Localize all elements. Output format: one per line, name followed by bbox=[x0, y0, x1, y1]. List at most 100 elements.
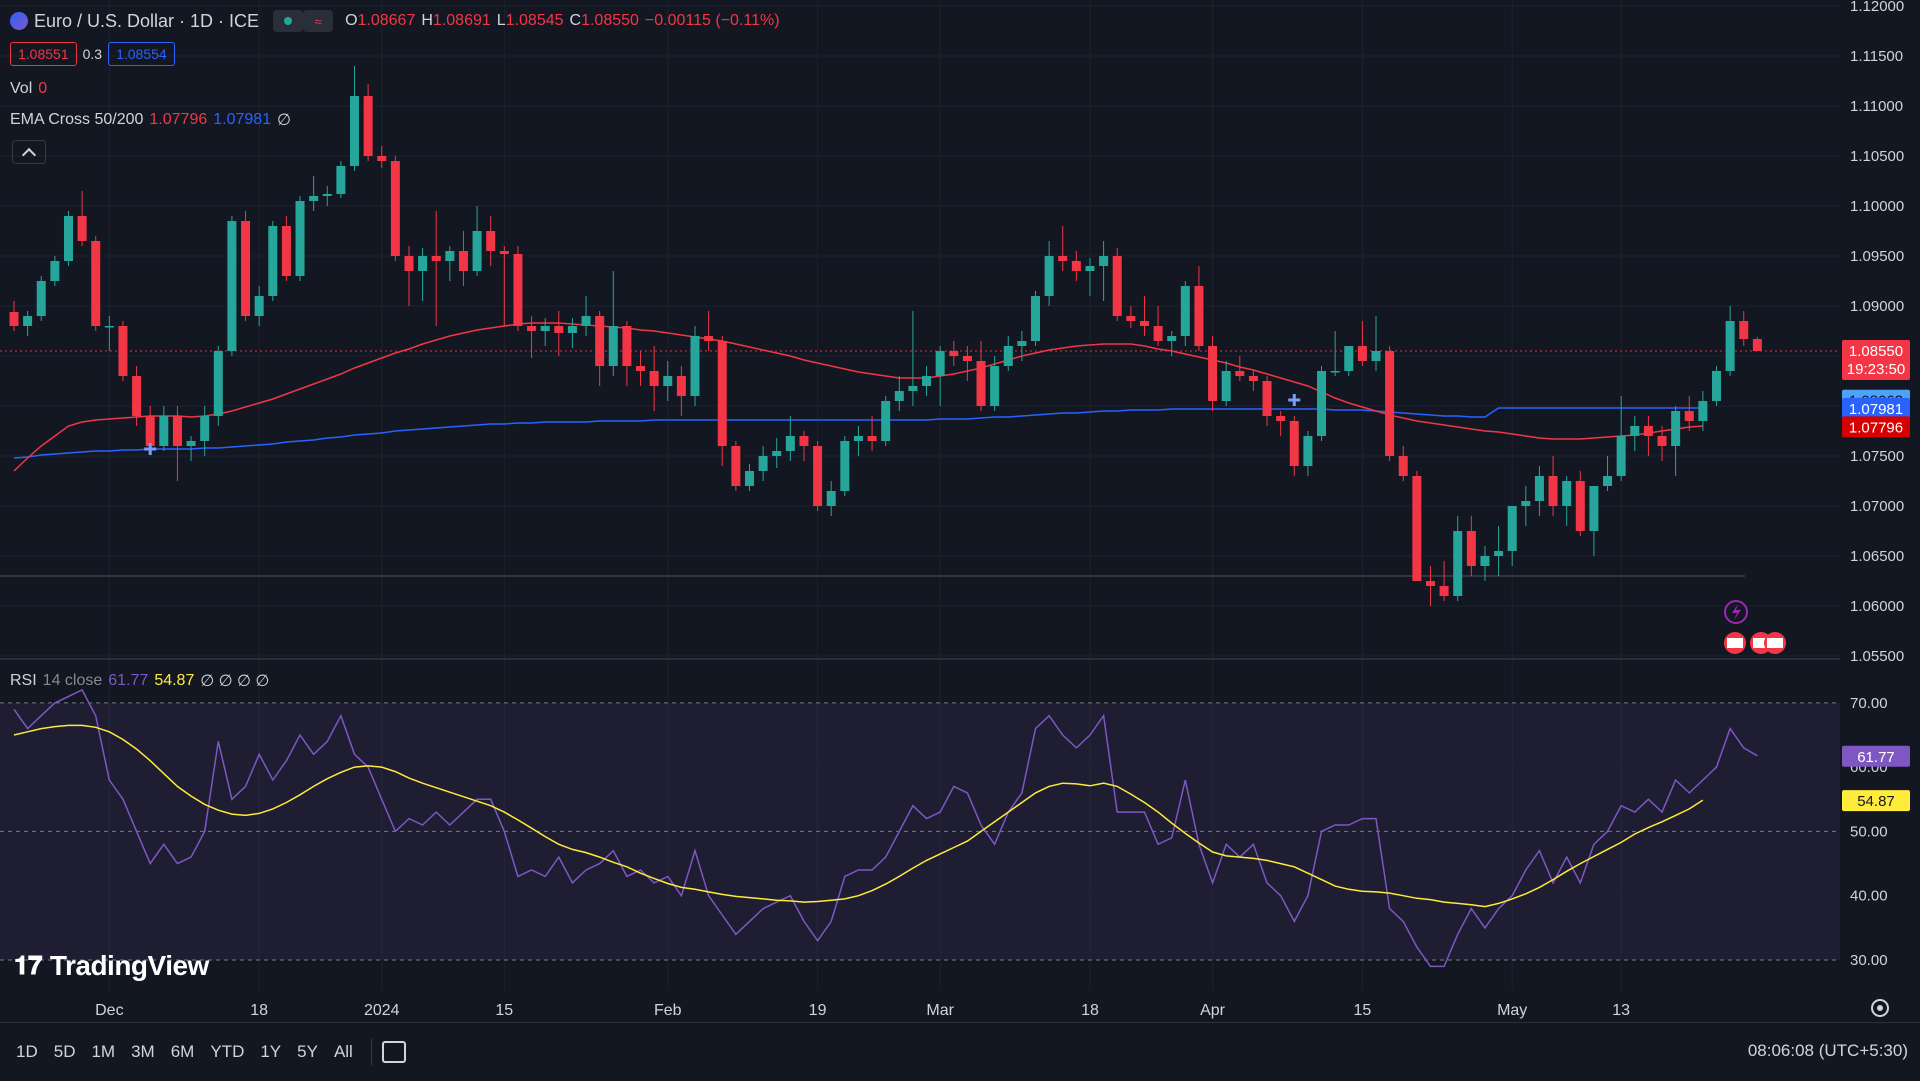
range-button-6m[interactable]: 6M bbox=[170, 1042, 195, 1061]
time-tick-label: 15 bbox=[1353, 1002, 1371, 1019]
candle-body bbox=[431, 256, 441, 261]
candle bbox=[840, 436, 850, 496]
candle bbox=[1630, 416, 1640, 451]
candle-body bbox=[1221, 371, 1231, 401]
candle bbox=[268, 221, 278, 301]
rsi-lines bbox=[13, 689, 1758, 968]
candle-body bbox=[894, 391, 904, 401]
market-status-icon[interactable] bbox=[273, 10, 304, 32]
candle bbox=[458, 231, 468, 286]
sell-price-button[interactable]: 1.08551 bbox=[10, 42, 77, 66]
candle-body bbox=[867, 436, 877, 441]
candle bbox=[758, 446, 768, 481]
range-button-1m[interactable]: 1M bbox=[91, 1042, 116, 1061]
candle bbox=[1616, 396, 1626, 481]
candle-body bbox=[744, 471, 754, 486]
time-tick-label: Feb bbox=[654, 1002, 682, 1019]
data-wave-icon[interactable]: ≈ bbox=[303, 10, 334, 32]
candle-body bbox=[663, 376, 673, 386]
candle bbox=[1439, 561, 1449, 601]
candle-body bbox=[77, 216, 87, 241]
candle-body bbox=[227, 221, 237, 351]
candle-body bbox=[554, 326, 564, 333]
rsi-legend[interactable]: RSI 14 close 61.77 54.87 ∅ ∅ ∅ ∅ bbox=[10, 671, 269, 691]
candle-body bbox=[1548, 476, 1558, 506]
rsi-ma-badge: 54.87 bbox=[1842, 790, 1910, 812]
candle-body bbox=[1684, 411, 1694, 421]
candle-body bbox=[1371, 351, 1381, 361]
candle bbox=[1643, 416, 1653, 456]
svg-text:54.87: 54.87 bbox=[1857, 793, 1895, 810]
candle-body bbox=[1058, 256, 1068, 261]
price-tick-label: 1.09500 bbox=[1850, 248, 1904, 265]
candle bbox=[472, 206, 482, 276]
candle-body bbox=[1643, 426, 1653, 436]
range-button-5d[interactable]: 5D bbox=[53, 1042, 76, 1061]
candle bbox=[649, 346, 659, 411]
candle bbox=[513, 246, 523, 331]
range-button-3m[interactable]: 3M bbox=[131, 1042, 155, 1061]
event-icons[interactable] bbox=[1724, 600, 1786, 654]
candle-body bbox=[1330, 371, 1340, 373]
candle-body bbox=[350, 96, 359, 166]
candle bbox=[1167, 331, 1177, 356]
candle bbox=[1248, 371, 1258, 391]
candle bbox=[636, 351, 646, 386]
price-tick-label: 1.06000 bbox=[1850, 598, 1904, 615]
time-axis[interactable]: Dec 18 2024 15 Feb 19 Mar 18 Apr 15 May 13 bbox=[95, 1002, 1630, 1019]
candle bbox=[350, 66, 359, 171]
cross-markers bbox=[144, 394, 1301, 455]
timezone-clock[interactable]: 08:06:08 (UTC+5:30) bbox=[1747, 1041, 1908, 1060]
candle-body bbox=[567, 326, 577, 333]
candle-body bbox=[1739, 321, 1749, 339]
lightning-event-icon[interactable] bbox=[1724, 600, 1748, 624]
candle-body bbox=[704, 336, 714, 341]
candle-body bbox=[1017, 341, 1027, 346]
range-button-ytd[interactable]: YTD bbox=[210, 1042, 245, 1061]
candle-body bbox=[445, 251, 455, 261]
ema-legend[interactable]: EMA Cross 50/200 1.07796 1.07981 ∅ bbox=[10, 110, 291, 130]
candle bbox=[1398, 446, 1408, 481]
volume-legend[interactable]: Vol 0 bbox=[10, 80, 47, 98]
candle bbox=[1017, 331, 1027, 361]
rsi-tick-label: 50.00 bbox=[1850, 823, 1888, 840]
candle-body bbox=[935, 351, 945, 376]
candle bbox=[1725, 306, 1735, 376]
range-button-5y[interactable]: 5Y bbox=[297, 1042, 318, 1061]
candle-body bbox=[36, 281, 46, 316]
settings-gear-icon[interactable] bbox=[1871, 999, 1889, 1017]
calendar-goto-icon[interactable] bbox=[381, 1041, 406, 1063]
candle bbox=[1603, 456, 1613, 491]
candle bbox=[418, 248, 428, 301]
range-button-1d[interactable]: 1D bbox=[16, 1042, 38, 1061]
candle bbox=[1671, 406, 1681, 476]
candle bbox=[813, 441, 823, 511]
symbol-title[interactable]: Euro / U.S. Dollar · 1D · ICE bbox=[34, 10, 260, 31]
rsi-params: 14 close bbox=[42, 672, 103, 689]
candle-body bbox=[840, 441, 850, 491]
range-button-1y[interactable]: 1Y bbox=[260, 1042, 282, 1061]
candle bbox=[1317, 366, 1327, 441]
symbol-logo-icon[interactable] bbox=[10, 12, 28, 30]
candle bbox=[322, 186, 332, 206]
time-tick-label: 18 bbox=[1081, 1002, 1099, 1019]
candle-body bbox=[63, 216, 73, 261]
candle-body bbox=[1112, 256, 1122, 316]
time-tick-label: Apr bbox=[1200, 1002, 1226, 1019]
candle bbox=[1044, 241, 1054, 306]
ema-extra: ∅ bbox=[277, 112, 292, 129]
candle bbox=[785, 416, 795, 461]
candle-body bbox=[1412, 476, 1422, 581]
candle bbox=[1180, 281, 1190, 346]
candle bbox=[1562, 476, 1572, 526]
tradingview-logo[interactable]: 𝟏𝟕 TradingView bbox=[14, 950, 209, 982]
collapse-legend-button[interactable] bbox=[12, 140, 46, 164]
candle-body bbox=[826, 491, 836, 506]
candle bbox=[1031, 291, 1040, 346]
candle-body bbox=[690, 336, 700, 396]
buy-price-button[interactable]: 1.08554 bbox=[108, 42, 175, 66]
candle-body bbox=[404, 256, 414, 271]
range-button-all[interactable]: All bbox=[333, 1042, 353, 1061]
candle-body bbox=[322, 194, 332, 196]
